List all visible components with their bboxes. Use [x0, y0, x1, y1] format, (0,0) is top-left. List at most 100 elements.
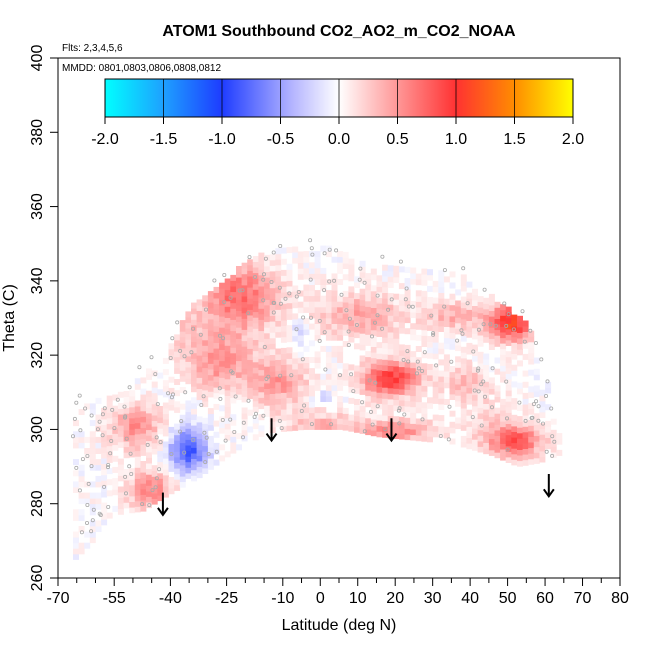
heatmap-cell — [314, 290, 321, 297]
heatmap-cell — [264, 371, 271, 378]
heatmap-cell — [494, 340, 501, 347]
heatmap-cell — [179, 442, 186, 449]
heatmap-cell — [505, 362, 512, 369]
heatmap-cell — [539, 456, 546, 463]
heatmap-cell — [95, 464, 102, 471]
heatmap-cell — [73, 420, 79, 427]
heatmap-cell — [404, 350, 411, 357]
heatmap-cell — [275, 370, 282, 377]
heatmap-cell — [134, 478, 141, 485]
heatmap-cell — [427, 274, 433, 281]
heatmap-cell — [309, 418, 315, 425]
heatmap-cell — [472, 300, 478, 306]
heatmap-cell — [443, 399, 450, 405]
heatmap-cell — [252, 256, 259, 262]
heatmap-cell — [146, 390, 152, 397]
heatmap-cell — [398, 327, 405, 334]
heatmap-cell — [517, 343, 523, 350]
heatmap-cell — [466, 281, 473, 288]
heatmap-cell — [247, 370, 254, 377]
heatmap-cell — [151, 420, 158, 427]
heatmap-cell — [123, 452, 130, 459]
heatmap-cell — [101, 513, 108, 520]
heatmap-cell — [438, 281, 445, 288]
heatmap-cell — [219, 371, 226, 378]
heatmap-cell — [146, 451, 152, 458]
heatmap-cell — [84, 453, 91, 460]
heatmap-cell — [162, 369, 169, 376]
heatmap-cell — [146, 457, 152, 464]
heatmap-cell — [280, 409, 287, 416]
heatmap-cell — [297, 401, 304, 408]
heatmap-cell — [511, 398, 518, 405]
track-point — [504, 416, 509, 421]
heatmap-cell — [264, 366, 271, 373]
heatmap-cell — [348, 364, 355, 371]
heatmap-cell — [314, 256, 321, 263]
heatmap-cell — [354, 309, 360, 316]
colorbar-tick-label: -0.5 — [267, 131, 295, 148]
heatmap-cell — [202, 423, 209, 430]
heatmap-cell — [162, 458, 169, 465]
heatmap-cell — [297, 318, 304, 325]
track-point — [329, 422, 334, 427]
heatmap-cell — [207, 424, 214, 431]
heatmap-cell — [432, 308, 439, 315]
heatmap-cell — [505, 457, 512, 463]
heatmap-cell — [387, 360, 394, 366]
heatmap-cell — [365, 384, 372, 391]
heatmap-cell — [320, 279, 327, 285]
heatmap-cell — [359, 422, 366, 429]
heatmap-cell — [207, 447, 214, 454]
heatmap-cell — [106, 429, 113, 436]
heatmap-cell — [191, 386, 197, 393]
heatmap-cell — [162, 408, 169, 415]
x-tick-label: -10 — [271, 590, 294, 607]
heatmap-cell — [325, 357, 332, 363]
heatmap-cell — [309, 412, 315, 419]
track-point — [198, 332, 203, 337]
heatmap-cell — [241, 424, 248, 431]
heatmap-cell — [297, 262, 304, 269]
heatmap-cell — [427, 397, 433, 404]
track-point — [367, 378, 372, 383]
heatmap-cell — [483, 431, 490, 438]
chart-title: ATOM1 Southbound CO2_AO2_m_CO2_NOAA — [162, 23, 516, 40]
heatmap-cell — [309, 312, 315, 319]
heatmap-cell — [449, 293, 456, 300]
heatmap-cell — [365, 300, 372, 307]
track-point — [517, 400, 522, 405]
heatmap-cell — [500, 320, 507, 327]
track-point — [145, 442, 150, 447]
heatmap-cell — [112, 478, 119, 485]
heatmap-cell — [539, 412, 546, 418]
heatmap-cell — [443, 382, 450, 389]
heatmap-cell — [432, 319, 439, 326]
colorbar-tick-label: -2.0 — [91, 131, 119, 148]
heatmap-cell — [292, 357, 299, 364]
track-point — [178, 348, 183, 353]
heatmap-cell — [342, 251, 349, 258]
heatmap-cell — [354, 332, 360, 339]
heatmap-cell — [410, 434, 417, 441]
heatmap-cell — [410, 417, 417, 424]
heatmap-cell — [500, 421, 507, 428]
heatmap-cell — [224, 323, 231, 330]
heatmap-cell — [106, 445, 113, 452]
heatmap-cell — [168, 343, 175, 350]
heatmap-cell — [73, 459, 79, 466]
heatmap-cell — [162, 357, 169, 364]
heatmap-cell — [309, 357, 315, 363]
heatmap-cell — [297, 335, 304, 342]
heatmap-cell — [129, 507, 136, 514]
track-point — [201, 394, 206, 399]
heatmap-cell — [533, 435, 540, 442]
heatmap-cell — [241, 357, 248, 364]
heatmap-cell — [112, 455, 119, 462]
track-point — [404, 286, 409, 291]
heatmap-cell — [117, 497, 124, 504]
heatmap-cell — [505, 340, 512, 346]
heatmap-cell — [174, 484, 181, 491]
heatmap-cell — [404, 372, 411, 379]
heatmap-cell — [477, 335, 484, 342]
